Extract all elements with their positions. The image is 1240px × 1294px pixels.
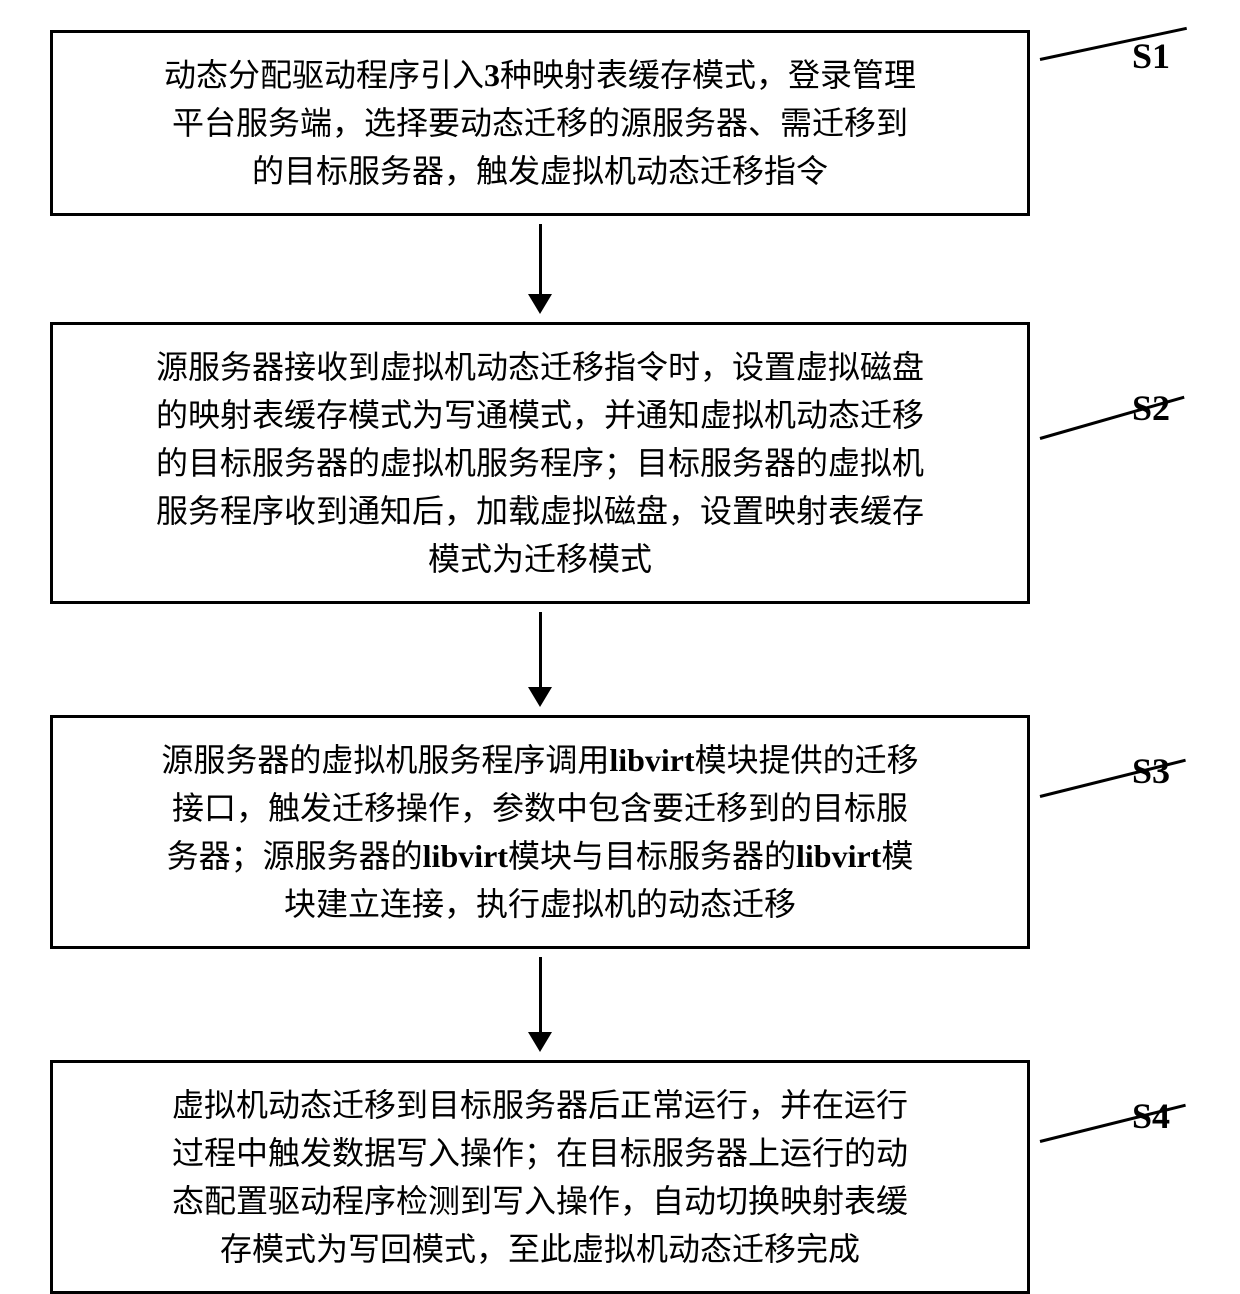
step-box-s4: 虚拟机动态迁移到目标服务器后正常运行，并在运行过程中触发数据写入操作；在目标服务…	[50, 1060, 1030, 1294]
step-box-s3: 源服务器的虚拟机服务程序调用libvirt模块提供的迁移接口，触发迁移操作，参数…	[50, 715, 1030, 949]
arrow-head-icon	[528, 687, 552, 707]
step-row-s1: 动态分配驱动程序引入3种映射表缓存模式，登录管理平台服务端，选择要动态迁移的源服…	[50, 30, 1190, 216]
arrow-line	[539, 224, 542, 294]
step-label-s1: S1	[1132, 35, 1170, 77]
arrow-head-icon	[528, 294, 552, 314]
step-label-s4: S4	[1132, 1095, 1170, 1137]
step-label-s3: S3	[1132, 750, 1170, 792]
arrow-line	[539, 957, 542, 1032]
flowchart-container: 动态分配驱动程序引入3种映射表缓存模式，登录管理平台服务端，选择要动态迁移的源服…	[50, 30, 1190, 1294]
arrow-head-icon	[528, 1032, 552, 1052]
step-box-s1: 动态分配驱动程序引入3种映射表缓存模式，登录管理平台服务端，选择要动态迁移的源服…	[50, 30, 1030, 216]
step-row-s2: 源服务器接收到虚拟机动态迁移指令时，设置虚拟磁盘的映射表缓存模式为写通模式，并通…	[50, 322, 1190, 604]
arrow-down-icon	[528, 224, 552, 314]
arrow-down-icon	[528, 612, 552, 707]
step-row-s3: 源服务器的虚拟机服务程序调用libvirt模块提供的迁移接口，触发迁移操作，参数…	[50, 715, 1190, 949]
step-row-s4: 虚拟机动态迁移到目标服务器后正常运行，并在运行过程中触发数据写入操作；在目标服务…	[50, 1060, 1190, 1294]
step-label-s2: S2	[1132, 387, 1170, 429]
arrow-line	[539, 612, 542, 687]
step-box-s2: 源服务器接收到虚拟机动态迁移指令时，设置虚拟磁盘的映射表缓存模式为写通模式，并通…	[50, 322, 1030, 604]
arrow-down-icon	[528, 957, 552, 1052]
